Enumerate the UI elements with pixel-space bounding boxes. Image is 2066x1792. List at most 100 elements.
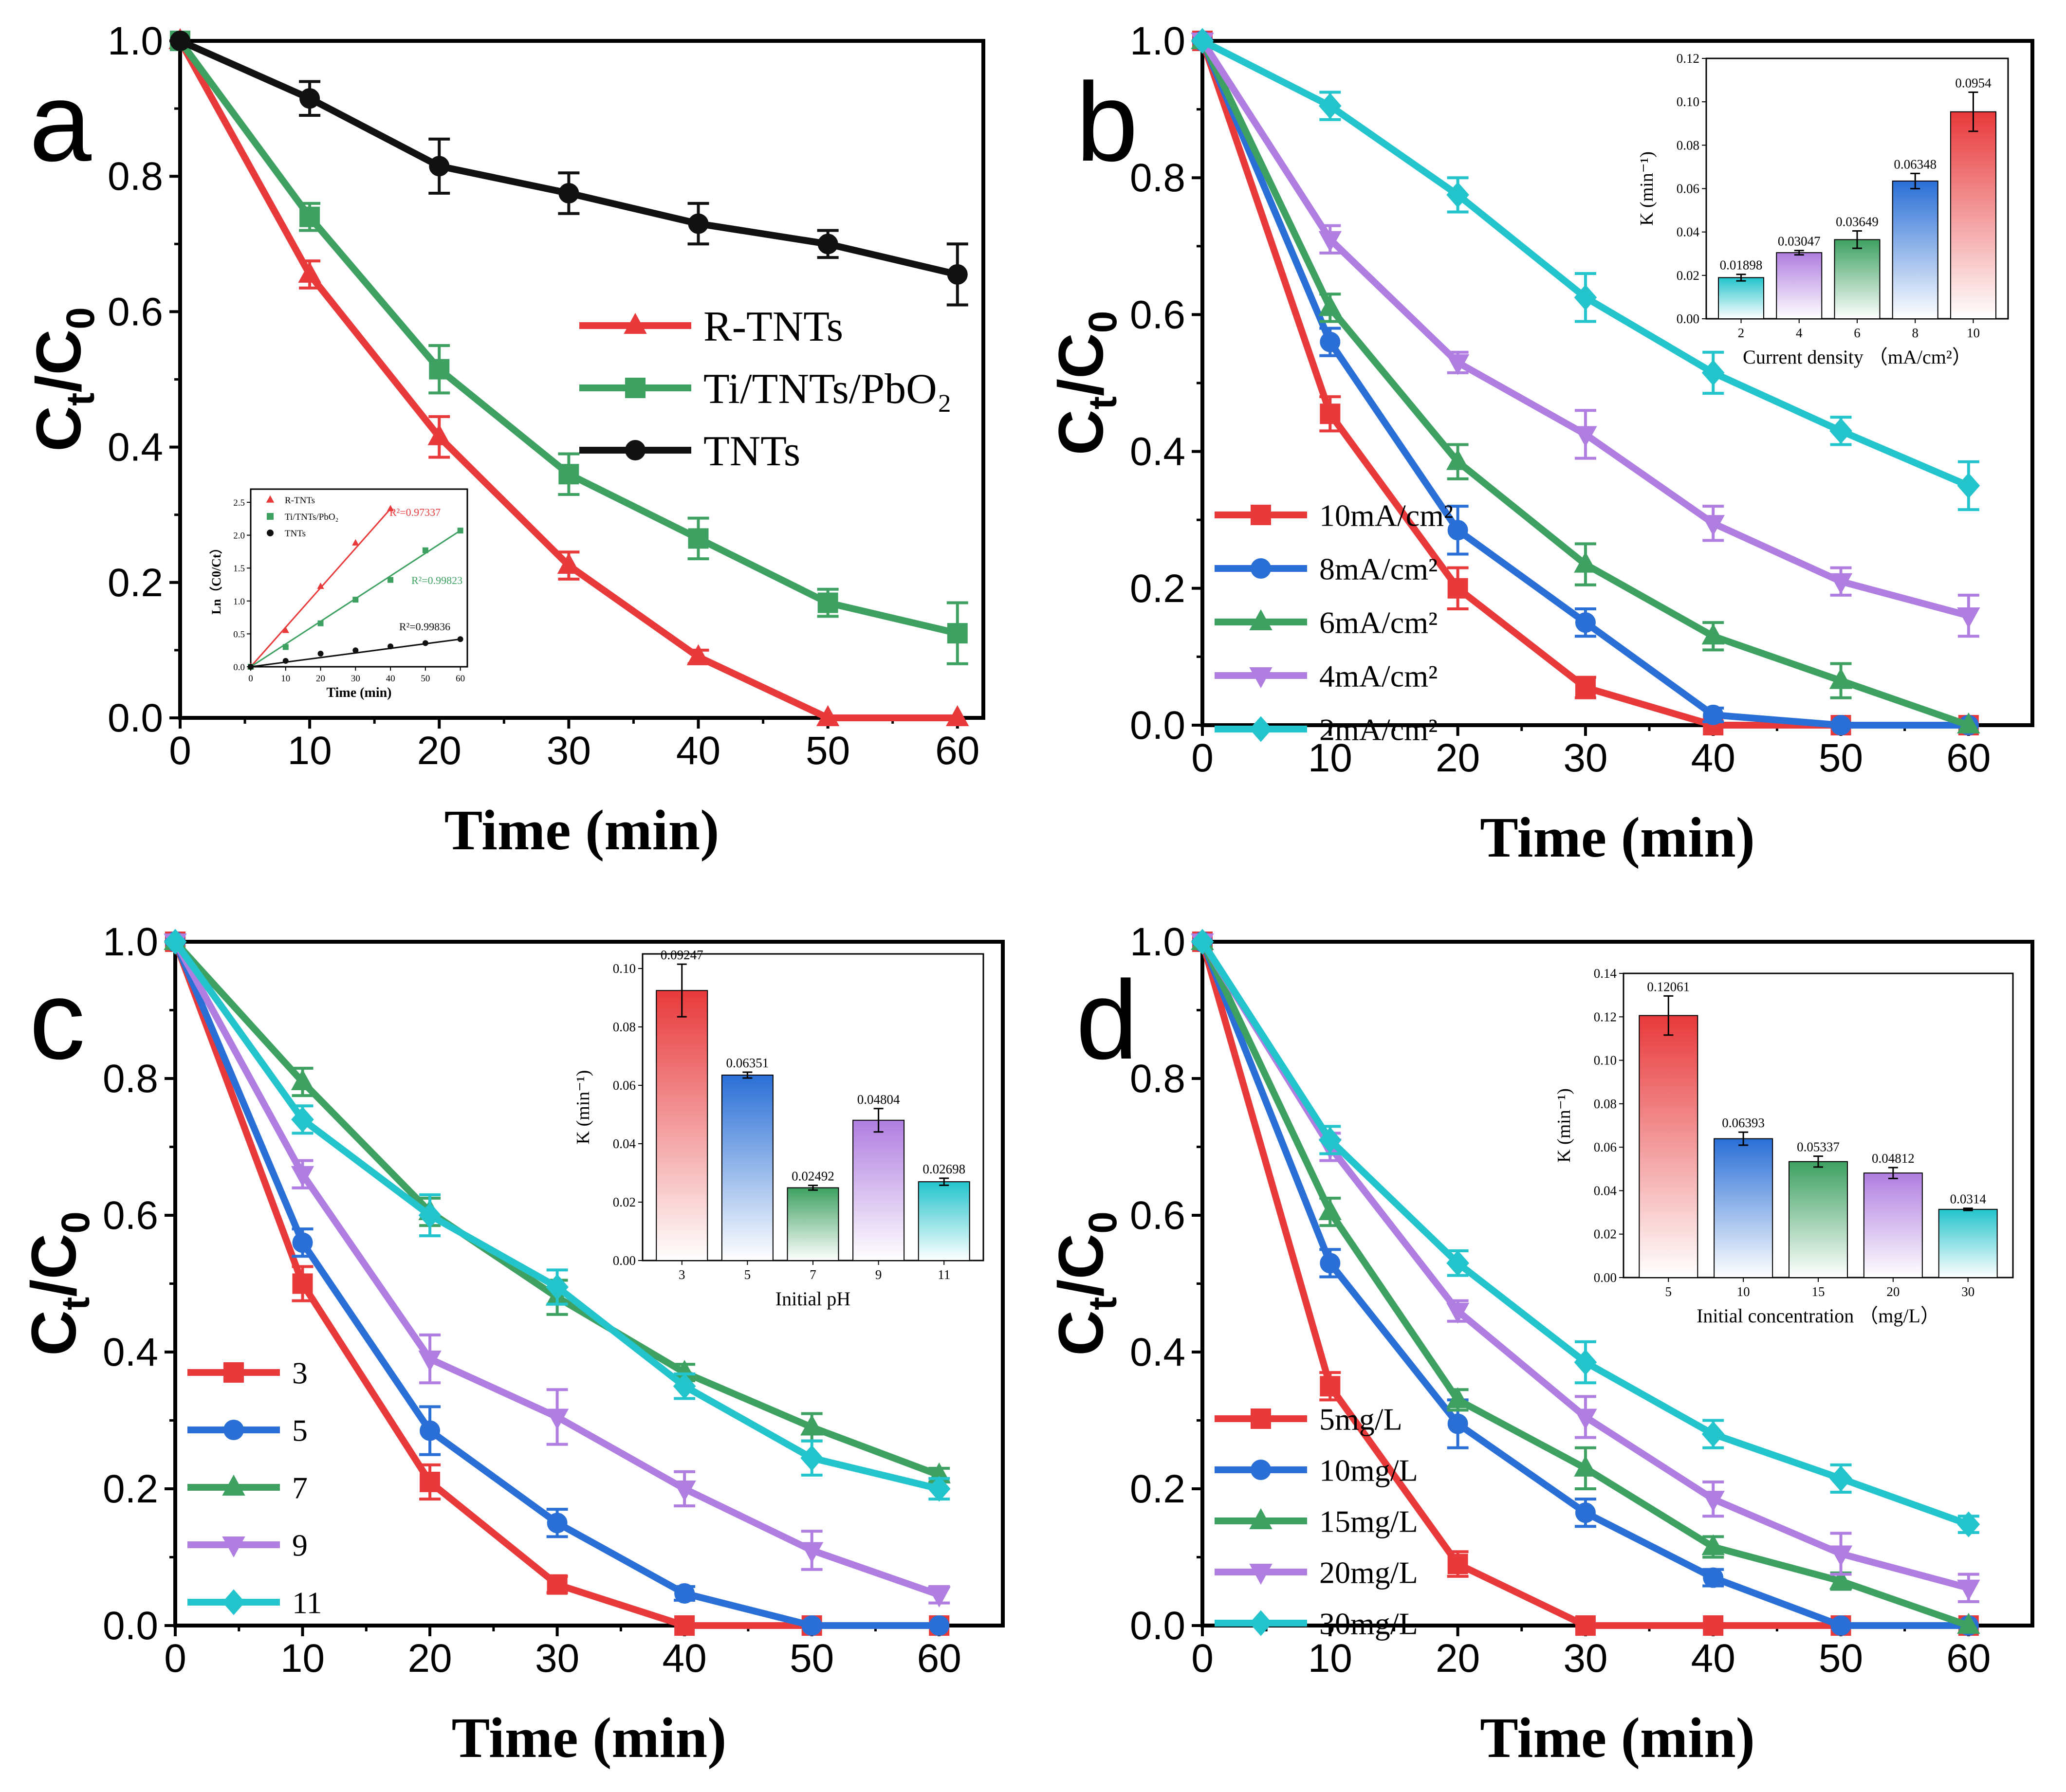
legend-label-11: 11 [292,1585,322,1620]
inset-legend-marker [266,495,275,503]
legend-label-7: 7 [292,1470,308,1505]
data-point [1575,677,1596,698]
data-point [1957,473,1980,499]
y-tick-label: 0.8 [103,1057,158,1101]
inset-point [282,626,289,633]
data-point [674,1583,695,1604]
bar-value-label: 0.12061 [1647,979,1690,994]
inset-y-tick-label: 0.02 [613,1195,636,1209]
inset-y-tick-label: 0.12 [1594,1009,1617,1024]
y-title-sub-0: 0 [1081,311,1125,333]
data-point [292,1273,313,1294]
y-axis-title: Ct/C0 [1045,311,1125,456]
x-tick-label: 30 [1563,1636,1607,1681]
bar-10 [1714,1138,1773,1278]
x-tick-label: 50 [806,729,850,773]
data-point [164,929,187,955]
y-tick-label: 0.4 [1130,1330,1185,1374]
legend-marker-11 [222,1589,245,1615]
data-point [291,1166,314,1187]
data-point [299,88,320,109]
inset-legend-marker [267,530,274,536]
data-point [1446,354,1470,375]
y-tick-label: 0.6 [103,1193,158,1238]
y-tick-label: 0.6 [108,290,163,334]
data-point [292,1232,313,1253]
legend-marker-6ma-cm [1249,609,1273,630]
data-point [673,1481,696,1502]
data-point [1575,1502,1596,1523]
x-tick-label: 20 [1436,736,1480,780]
data-point [1957,1579,1980,1601]
data-point [1957,712,1980,733]
data-point [1574,1408,1597,1430]
legend-label-5mg-l: 5mg/L [1319,1402,1402,1436]
inset-y-tick-label: 0.08 [613,1020,636,1034]
y-title-sub-t: t [1081,396,1125,409]
panel-letter: a [29,59,92,184]
bar-10 [1950,111,1996,320]
inset-point [352,597,359,603]
y-tick-label: 0.0 [1130,703,1185,748]
data-point [420,1471,441,1492]
legend-marker-30mg-l [1249,1610,1273,1636]
inset-x-tick-label: 15 [1812,1284,1825,1299]
series-line [179,37,959,278]
data-point [800,1445,824,1471]
data-point [420,1420,441,1441]
legend-marker-4ma-cm [1249,667,1273,689]
inset-y-tick-label: 0.04 [1594,1183,1617,1198]
inset-y-tick-label: 0.00 [1594,1270,1617,1285]
y-title-sub-0: 0 [54,1211,98,1234]
data-point [1574,551,1597,573]
bar-7 [787,1187,839,1261]
inset-point [317,582,324,589]
data-point [1703,1567,1724,1588]
data-point [1957,1511,1980,1537]
series-2ma-cm [1191,28,1980,512]
data-point [1574,1349,1597,1375]
data-point [1574,284,1597,311]
legend-label-r-tnts: R-TNTs [703,303,843,350]
legend-label-tnts: TNTs [703,428,800,475]
legend: 10mA/cm² 8mA/cm² 6mA/cm² 4mA/cm² 2mA/cm² [1215,498,1453,747]
data-point [1830,715,1851,735]
x-tick-label: 20 [407,1636,452,1681]
x-tick-label: 30 [547,729,591,773]
y-tick-label: 0.2 [1130,1467,1185,1511]
x-axis-title: Time (min) [452,1706,727,1770]
y-axis-title: Ct/C0 [1045,1211,1125,1356]
inset-x-tick-label: 30 [351,674,360,684]
inset-bar-chart: 0.00 0.02 0.04 0.06 0.08 0.10 0.12 0.01898 2 0.03… [1637,51,2009,368]
inset-y-tick-label: 0.00 [613,1253,636,1268]
data-point [1446,1387,1470,1408]
inset-legend-label: R-TNTs [285,495,315,506]
inset-point [352,647,359,654]
inset-y-tick-label: 0.00 [1677,311,1699,326]
inset-y-tick-label: 0.02 [1594,1227,1617,1242]
y-tick-label: 0.0 [1130,1604,1185,1648]
inset-point [282,658,289,664]
data-point [1703,704,1724,725]
bar-value-label: 0.04812 [1872,1151,1915,1166]
data-point [1701,360,1725,386]
bar-2 [1718,277,1765,320]
inset-series-tnts: R²=0.99836 TNTs [248,529,463,670]
data-point [800,1542,824,1563]
data-point [429,359,450,380]
data-point [1320,1253,1341,1274]
inset-y-tick-label: 0.06 [1594,1140,1617,1154]
y-title-slash: /C [1045,1234,1116,1297]
inset-legend-label: TNTs [285,529,306,539]
series-r-tnts [168,28,969,726]
inset-x-tick-label: 10 [1737,1284,1750,1299]
series-4ma-cm [1191,33,1980,638]
legend: R-TNTs Ti/TNTs/PbO₂ TNTs [579,303,952,475]
y-title-sub-t: t [54,1297,98,1310]
data-point [429,156,450,177]
data-point [1446,182,1469,208]
inset-y-tick-label: 1.0 [233,597,245,607]
